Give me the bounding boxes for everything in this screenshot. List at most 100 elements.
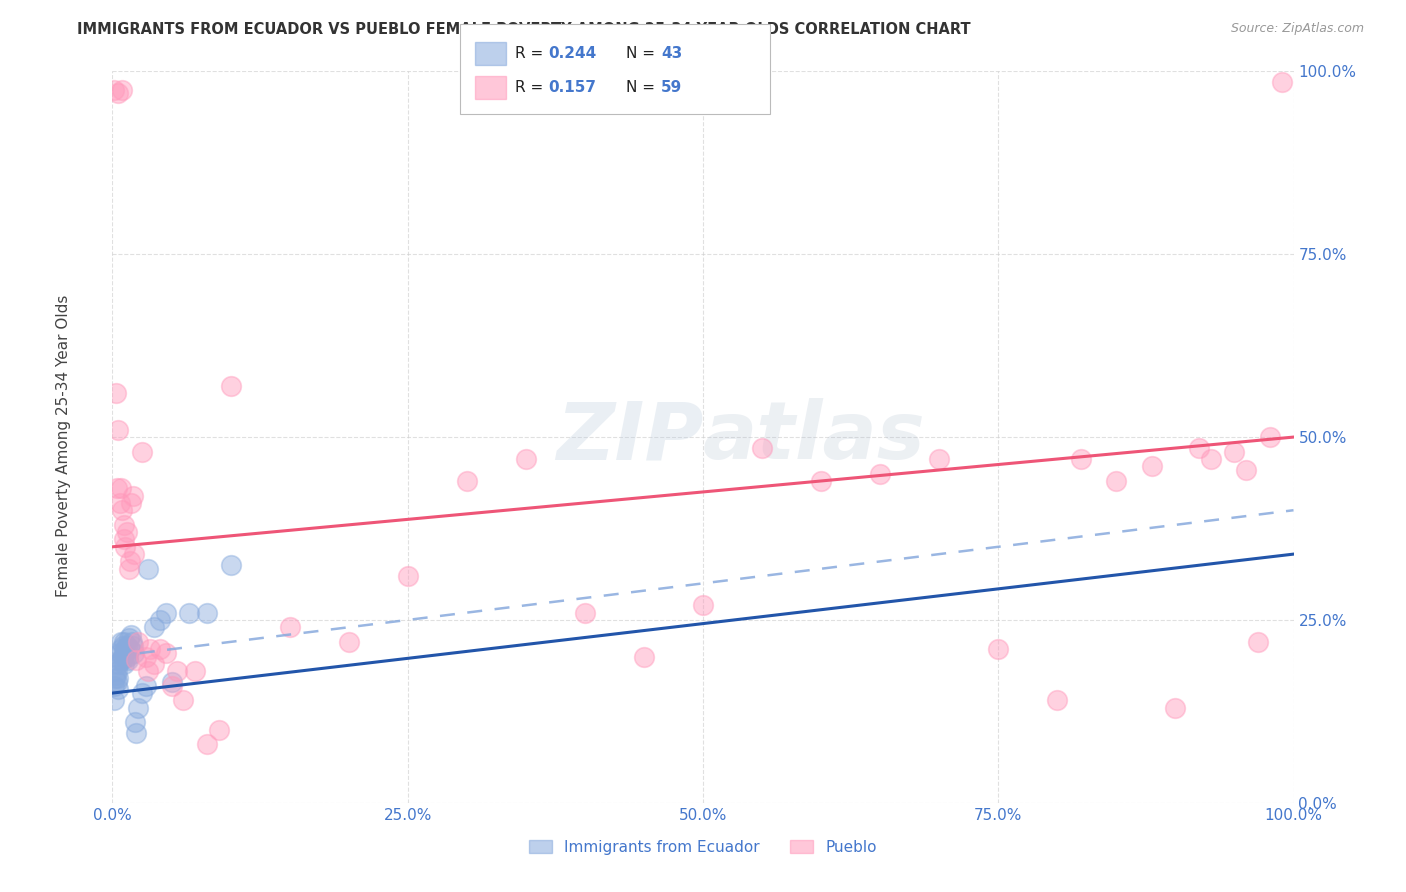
Point — [633, 649, 655, 664]
Point — [120, 496, 142, 510]
Point — [155, 606, 177, 620]
Point — [184, 664, 207, 678]
Point — [114, 642, 136, 657]
Point — [124, 715, 146, 730]
Point — [111, 503, 134, 517]
Point — [135, 649, 157, 664]
Point — [110, 635, 132, 649]
Point — [103, 679, 125, 693]
Point — [219, 379, 242, 393]
Point — [107, 423, 129, 437]
Point — [107, 657, 129, 671]
Point — [115, 525, 138, 540]
Point — [810, 474, 832, 488]
Point — [114, 540, 136, 554]
Point — [115, 639, 138, 653]
Point — [131, 686, 153, 700]
Point — [108, 653, 131, 667]
Point — [1247, 635, 1270, 649]
Text: R =: R = — [515, 46, 548, 62]
Point — [1199, 452, 1222, 467]
Point — [195, 606, 218, 620]
Point — [105, 386, 128, 401]
Point — [127, 635, 149, 649]
Point — [928, 452, 950, 467]
Point — [219, 558, 242, 573]
Point — [166, 664, 188, 678]
Text: Female Poverty Among 25-34 Year Olds: Female Poverty Among 25-34 Year Olds — [56, 295, 70, 597]
Point — [1188, 441, 1211, 455]
Point — [751, 441, 773, 455]
Point — [195, 737, 218, 751]
Point — [142, 620, 165, 634]
Point — [112, 646, 135, 660]
Point — [155, 646, 177, 660]
Point — [142, 657, 165, 671]
Point — [112, 657, 135, 671]
Point — [120, 627, 142, 641]
Point — [456, 474, 478, 488]
Text: 43: 43 — [661, 46, 682, 62]
Point — [117, 653, 139, 667]
Text: 0.157: 0.157 — [548, 80, 596, 95]
Point — [1140, 459, 1163, 474]
Point — [208, 723, 231, 737]
Point — [1223, 444, 1246, 458]
Point — [107, 682, 129, 697]
Point — [1271, 75, 1294, 89]
Point — [122, 646, 145, 660]
Legend: Immigrants from Ecuador, Pueblo: Immigrants from Ecuador, Pueblo — [523, 834, 883, 861]
Point — [118, 562, 141, 576]
Text: N =: N = — [626, 46, 659, 62]
Point — [107, 672, 129, 686]
Point — [118, 632, 141, 646]
Point — [115, 649, 138, 664]
Text: IMMIGRANTS FROM ECUADOR VS PUEBLO FEMALE POVERTY AMONG 25-34 YEAR OLDS CORRELATI: IMMIGRANTS FROM ECUADOR VS PUEBLO FEMALE… — [77, 22, 972, 37]
Point — [107, 87, 129, 101]
Point — [111, 653, 134, 667]
Text: Source: ZipAtlas.com: Source: ZipAtlas.com — [1230, 22, 1364, 36]
Point — [103, 82, 125, 96]
Point — [396, 569, 419, 583]
Point — [110, 642, 132, 657]
Point — [105, 481, 128, 495]
Point — [160, 679, 183, 693]
Point — [121, 635, 143, 649]
Point — [110, 481, 132, 495]
Point — [1070, 452, 1092, 467]
Point — [117, 649, 139, 664]
Point — [149, 613, 172, 627]
Point — [1258, 430, 1281, 444]
Point — [125, 726, 148, 740]
Point — [136, 664, 159, 678]
Point — [108, 646, 131, 660]
Point — [692, 599, 714, 613]
Point — [136, 562, 159, 576]
Point — [139, 642, 162, 657]
Point — [127, 700, 149, 714]
Point — [108, 496, 131, 510]
Point — [121, 489, 143, 503]
Point — [125, 653, 148, 667]
Point — [278, 620, 301, 634]
Point — [869, 467, 891, 481]
Text: atlas: atlas — [703, 398, 925, 476]
Point — [987, 642, 1010, 657]
Text: R =: R = — [515, 80, 553, 95]
Point — [122, 547, 145, 561]
Text: ZIP: ZIP — [555, 398, 703, 476]
Point — [112, 635, 135, 649]
Point — [179, 606, 201, 620]
Point — [105, 675, 128, 690]
Text: 0.244: 0.244 — [548, 46, 596, 62]
Point — [112, 639, 135, 653]
Point — [111, 82, 134, 96]
Point — [112, 533, 135, 547]
Text: 59: 59 — [661, 80, 682, 95]
Point — [120, 554, 142, 568]
Point — [120, 642, 142, 657]
Point — [1105, 474, 1128, 488]
Point — [111, 649, 134, 664]
Point — [337, 635, 360, 649]
Point — [1234, 463, 1257, 477]
